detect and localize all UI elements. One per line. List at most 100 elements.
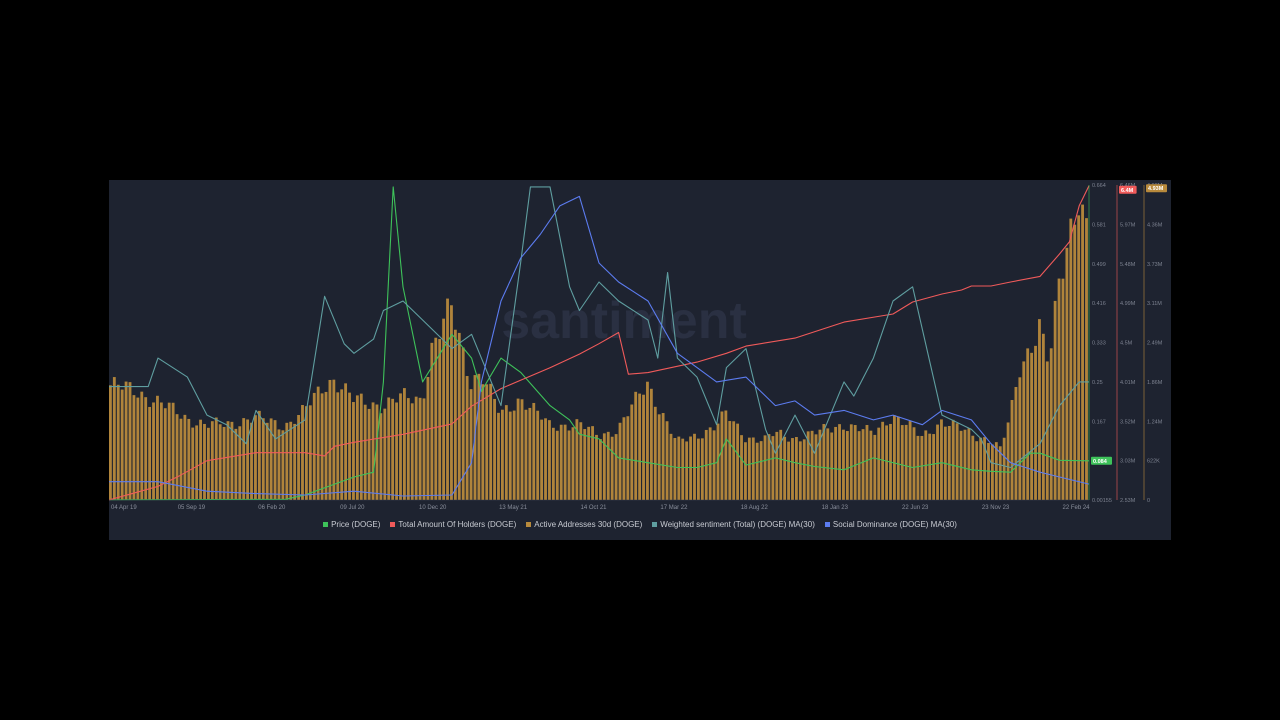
active-addresses-bar: [881, 421, 885, 500]
active-addresses-bar: [1006, 422, 1010, 500]
holders-tick-label: 3.03M: [1120, 459, 1136, 465]
active-addresses-bar: [430, 342, 434, 500]
active-addresses-bar: [544, 418, 547, 500]
legend-item[interactable]: Weighted sentiment (Total) (DOGE) MA(30): [652, 520, 815, 529]
legend-item[interactable]: Social Dominance (DOGE) MA(30): [824, 520, 957, 529]
active-addresses-bar: [191, 427, 195, 500]
active-addresses-bar: [140, 391, 144, 500]
active-addresses-bar: [234, 428, 238, 500]
active-addresses-bar: [634, 391, 638, 500]
active-addresses-bar: [649, 388, 653, 500]
active-addresses-bar: [501, 409, 504, 500]
active-addresses-bar: [257, 410, 261, 500]
active-addresses-bar: [555, 430, 559, 500]
active-addresses-bar: [532, 402, 536, 500]
x-tick-label: 18 Aug 22: [741, 505, 769, 511]
chart-panel: santiment 04 Apr 19 05 Sep 19 06 Feb 20 09 …: [109, 180, 1171, 540]
legend-item[interactable]: Total Amount Of Holders (DOGE): [390, 520, 516, 529]
active-addresses-bar: [328, 379, 332, 500]
active-addresses-bar: [132, 395, 136, 500]
active-addresses-bar: [575, 419, 579, 500]
weighted-sentiment-total-doge-ma-30-line: [109, 186, 1089, 469]
legend-label: Weighted sentiment (Total) (DOGE) MA(30): [660, 520, 815, 529]
active-addresses-bar: [371, 402, 375, 500]
active-addresses-bar: [383, 408, 387, 500]
active-addresses-bar: [587, 426, 591, 500]
active-addresses-bar: [199, 419, 202, 500]
legend-item[interactable]: Active Addresses 30d (DOGE): [526, 520, 642, 529]
active-addresses-bar: [222, 426, 226, 500]
active-addresses-bar: [653, 406, 657, 500]
price-tick-label: 0.00155: [1092, 498, 1112, 504]
x-tick-label: 10 Dec 20: [419, 505, 447, 511]
active_addresses-tick-label: 4.36M: [1147, 222, 1163, 228]
total-amount-of-holders-doge-line: [109, 185, 1090, 501]
active-addresses-bar: [1018, 377, 1022, 500]
active-addresses-bar: [928, 433, 932, 500]
active-addresses-bar: [951, 419, 955, 500]
active-addresses-bar: [606, 431, 610, 500]
active-addresses-bar: [618, 422, 622, 500]
holders-tick-label: 4.5M: [1120, 341, 1133, 347]
active-addresses-bar: [571, 427, 575, 500]
legend-swatch: [390, 522, 396, 528]
active-addresses-bar: [112, 377, 116, 500]
active-addresses-bar: [771, 436, 775, 500]
price-tick-label: 0.581: [1092, 222, 1106, 228]
active-addresses-bar: [508, 411, 512, 500]
active-addresses-bar: [630, 404, 634, 500]
active-addresses-bar: [1026, 348, 1030, 500]
active-addresses-bar: [144, 397, 148, 500]
active-addresses-bar: [700, 438, 704, 500]
active-addresses-bar: [642, 394, 645, 500]
active-addresses-bar: [379, 413, 383, 500]
active-addresses-bar: [406, 398, 410, 500]
active-addresses-bar: [128, 382, 132, 500]
active-addresses-bar: [563, 424, 567, 500]
active-addresses-bar: [226, 421, 230, 500]
active-addresses-bar: [152, 402, 155, 500]
active-addresses-bar: [834, 426, 838, 500]
active-addresses-bar: [940, 419, 943, 500]
active-addresses-bar: [842, 429, 845, 500]
active-addresses-bar: [791, 438, 794, 500]
active_addresses-tick-label: 1.24M: [1147, 419, 1163, 425]
active-addresses-bar: [681, 438, 685, 500]
price-tick-label: 0.416: [1092, 301, 1106, 307]
active-addresses-bar: [148, 406, 152, 500]
social-dominance-doge-ma-30-line: [109, 195, 1090, 497]
active-addresses-bar: [896, 416, 900, 500]
active-addresses-bar: [442, 318, 446, 500]
price-tick-label: 0.167: [1092, 419, 1106, 425]
active-addresses-bar: [755, 442, 759, 500]
active-addresses-bar: [826, 428, 830, 500]
active-addresses-bar: [716, 423, 720, 500]
holders-value-badge: [1119, 185, 1137, 194]
active-addresses-bar: [418, 397, 422, 500]
active_addresses-tick-label: 0: [1147, 498, 1150, 504]
active-addresses-bar: [116, 384, 120, 500]
legend-label: Price (DOGE): [331, 520, 381, 529]
active-addresses-bar: [697, 438, 700, 500]
legend-item[interactable]: Price (DOGE): [323, 520, 380, 529]
x-tick-label: 22 Feb 24: [1062, 505, 1090, 511]
active-addresses-bar: [845, 431, 849, 500]
active-addresses-bar: [450, 305, 453, 500]
active-addresses-bar: [512, 410, 516, 500]
price-tick-label: 0.664: [1092, 183, 1106, 189]
active-addresses-bar: [238, 426, 242, 500]
active-addresses-bar: [689, 436, 692, 500]
active_addresses-value-badge-text: 4.93M: [1148, 186, 1164, 192]
active-addresses-bar: [955, 423, 959, 500]
active-addresses-bar: [332, 379, 336, 500]
active-addresses-bar: [136, 397, 140, 500]
x-tick-label: 04 Apr 19: [111, 505, 137, 511]
active-addresses-bar: [159, 402, 163, 500]
active-addresses-bar: [1085, 218, 1088, 500]
active-addresses-bar: [599, 439, 602, 500]
active-addresses-bar: [1041, 333, 1045, 500]
legend-label: Active Addresses 30d (DOGE): [534, 520, 643, 529]
active-addresses-bar: [583, 429, 587, 500]
active-addresses-bar: [242, 418, 246, 500]
active-addresses-bar: [524, 409, 528, 500]
